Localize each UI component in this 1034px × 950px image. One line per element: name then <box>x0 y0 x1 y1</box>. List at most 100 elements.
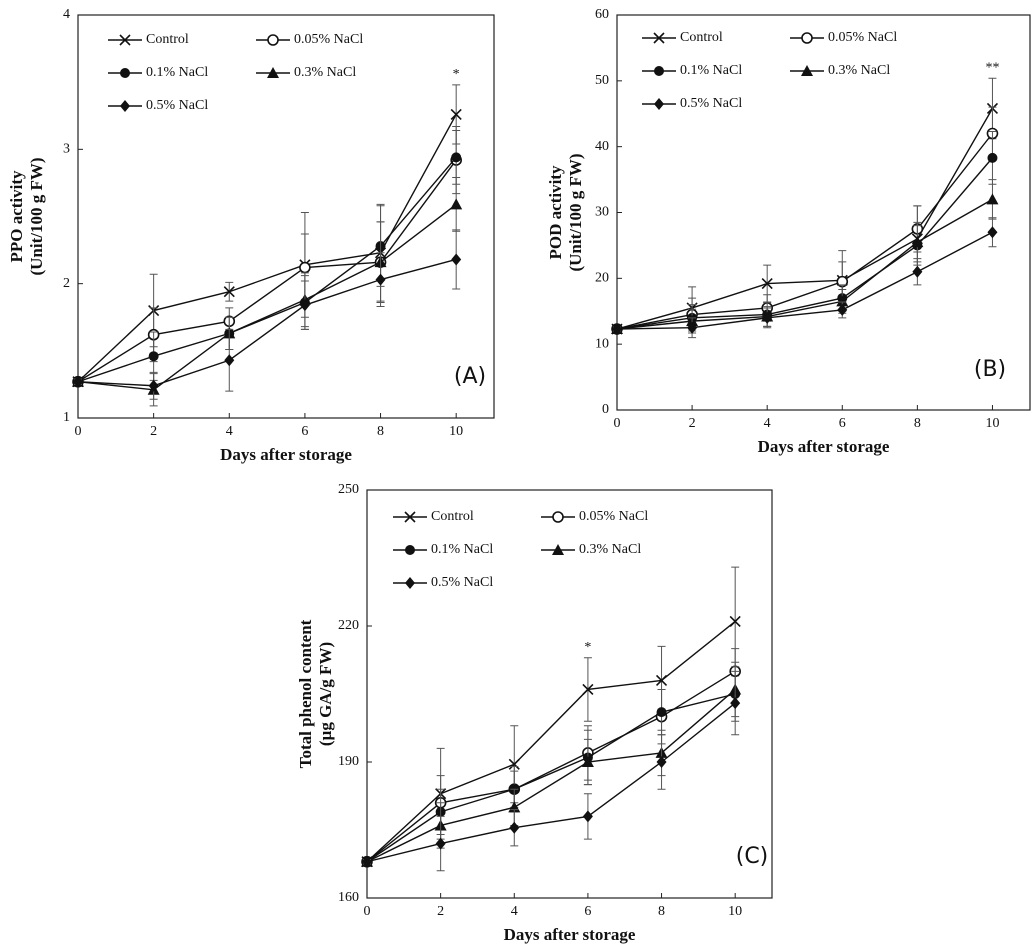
legend-label: 0.5% NaCl <box>146 98 208 113</box>
legend-label: Control <box>146 32 189 47</box>
legend-marker <box>802 33 812 43</box>
legend-label: Control <box>680 30 723 45</box>
legend-marker <box>268 35 278 45</box>
x-tick-label: 2 <box>437 904 444 919</box>
legend-label: 0.3% NaCl <box>579 542 641 557</box>
legend-label: 0.05% NaCl <box>294 32 363 47</box>
y-tick-label: 40 <box>595 139 609 154</box>
series-line <box>78 157 456 381</box>
series-line <box>617 158 992 329</box>
legend-label: 0.1% NaCl <box>431 542 493 557</box>
legend-label: 0.05% NaCl <box>828 30 897 45</box>
legend-marker <box>654 66 664 76</box>
y-tick-label: 2 <box>63 276 70 291</box>
marker <box>509 822 519 834</box>
x-tick-label: 4 <box>226 424 233 439</box>
x-tick-label: 10 <box>728 904 742 919</box>
legend-label: Control <box>431 509 474 524</box>
marker <box>224 354 234 366</box>
marker <box>376 274 386 286</box>
y-tick-label: 160 <box>338 890 359 905</box>
marker <box>583 810 593 822</box>
legend-label: 0.5% NaCl <box>431 575 493 590</box>
x-axis-label: Days after storage <box>758 437 890 456</box>
y-tick-label: 250 <box>338 482 359 497</box>
y-axis-label: POD activity <box>546 165 565 259</box>
series-line <box>617 232 992 329</box>
y-tick-label: 3 <box>63 142 70 157</box>
figure: 12340246810Days after storagePPO activit… <box>0 0 1034 950</box>
y-tick-label: 20 <box>595 271 609 286</box>
x-tick-label: 10 <box>449 424 463 439</box>
marker <box>451 152 461 162</box>
legend-marker <box>120 100 130 112</box>
x-tick-label: 8 <box>914 416 921 431</box>
marker <box>987 153 997 163</box>
y-axis-label: PPO activity <box>7 170 26 263</box>
series-line <box>367 671 735 861</box>
x-tick-label: 0 <box>75 424 82 439</box>
y-tick-label: 10 <box>595 336 609 351</box>
legend-label: 0.5% NaCl <box>680 96 742 111</box>
legend-marker <box>405 577 415 589</box>
x-tick-label: 0 <box>614 416 621 431</box>
y-tick-label: 190 <box>338 754 359 769</box>
y-tick-label: 60 <box>595 7 609 22</box>
series-line <box>367 689 735 861</box>
x-tick-label: 0 <box>364 904 371 919</box>
x-axis-label: Days after storage <box>220 445 352 464</box>
series-line <box>367 621 735 861</box>
series-line <box>78 160 456 382</box>
series-line <box>617 108 992 329</box>
panel-label: (C) <box>736 844 769 869</box>
legend-marker <box>553 512 563 522</box>
legend-marker <box>405 545 415 555</box>
y-tick-label: 4 <box>63 7 70 22</box>
x-tick-label: 2 <box>150 424 157 439</box>
legend-label: 0.3% NaCl <box>294 65 356 80</box>
y-tick-label: 30 <box>595 205 609 220</box>
x-axis-label: Days after storage <box>504 925 636 944</box>
y-axis-label: (Unit/100 g FW) <box>566 153 585 271</box>
marker <box>912 266 922 278</box>
y-axis-label: (µg GA/g FW) <box>316 642 335 746</box>
series-line <box>367 694 735 862</box>
y-axis-label: (Unit/100 g FW) <box>27 157 46 275</box>
annotation: * <box>453 67 460 82</box>
x-tick-label: 6 <box>584 904 591 919</box>
annotation: * <box>584 640 591 655</box>
panel-label: (B) <box>974 357 1006 382</box>
x-tick-label: 2 <box>689 416 696 431</box>
y-tick-label: 220 <box>338 618 359 633</box>
y-tick-label: 50 <box>595 73 609 88</box>
series-line <box>617 199 992 329</box>
marker <box>730 697 740 709</box>
marker <box>300 263 310 273</box>
x-tick-label: 4 <box>511 904 518 919</box>
x-tick-label: 6 <box>839 416 846 431</box>
annotation: ** <box>985 60 999 75</box>
marker <box>987 226 997 238</box>
marker <box>451 253 461 265</box>
legend-marker <box>120 68 130 78</box>
plot-frame <box>367 490 772 898</box>
legend-label: 0.1% NaCl <box>146 65 208 80</box>
legend-label: 0.05% NaCl <box>579 509 648 524</box>
x-tick-label: 8 <box>658 904 665 919</box>
panel-label: (A) <box>454 364 486 389</box>
marker <box>149 351 159 361</box>
x-tick-label: 6 <box>301 424 308 439</box>
marker <box>450 198 462 209</box>
x-tick-label: 8 <box>377 424 384 439</box>
x-tick-label: 10 <box>985 416 999 431</box>
plot-frame <box>78 15 494 418</box>
legend-label: 0.1% NaCl <box>680 63 742 78</box>
y-tick-label: 0 <box>602 402 609 417</box>
marker <box>657 707 667 717</box>
x-tick-label: 4 <box>764 416 771 431</box>
y-axis-label: Total phenol content <box>296 619 315 768</box>
legend-marker <box>654 98 664 110</box>
y-tick-label: 1 <box>63 410 70 425</box>
legend-label: 0.3% NaCl <box>828 63 890 78</box>
marker <box>986 193 998 204</box>
